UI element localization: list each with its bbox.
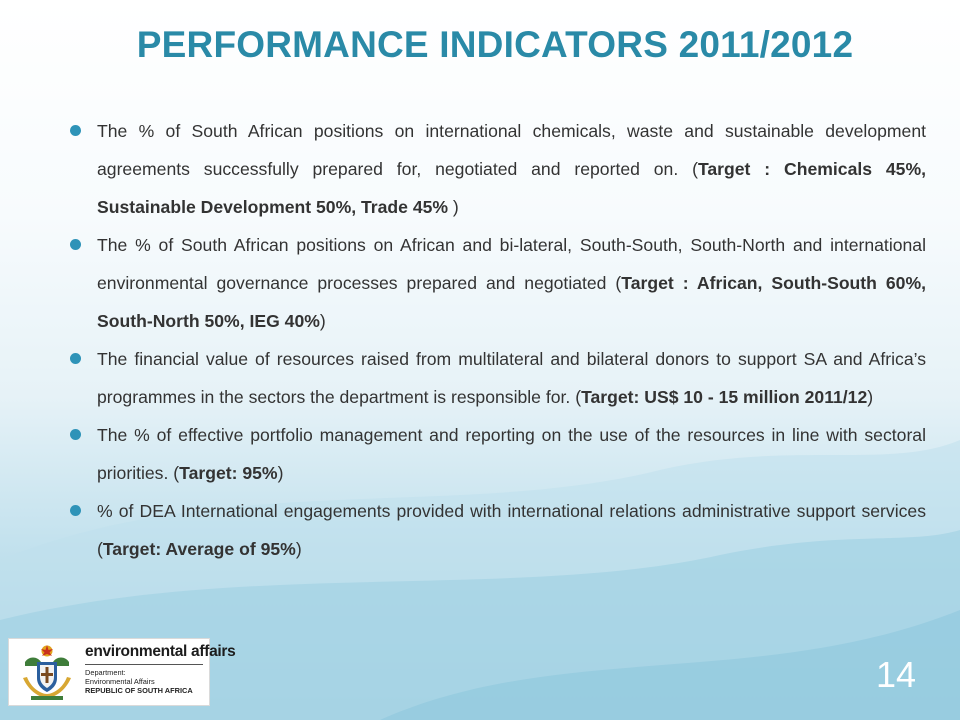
logo-divider: [85, 664, 203, 665]
page-title: PERFORMANCE INDICATORS 2011/2012: [136, 24, 854, 65]
target-text: Target : African, South-South 60%, South…: [97, 273, 926, 331]
list-item: The % of South African positions on Afri…: [64, 226, 926, 340]
list-item: The financial value of resources raised …: [64, 340, 926, 416]
bullet-text: The % of South African positions on Afri…: [97, 235, 926, 331]
target-text: Target: Average of 95%: [102, 539, 296, 559]
slide-number: 14: [875, 654, 917, 695]
target-text: Target : Chemicals 45%, Sustainable Deve…: [97, 159, 926, 217]
logo-department-label: Department:: [85, 668, 126, 677]
bullet-list: The % of South African positions on inte…: [64, 112, 926, 568]
target-text: Target: 95%: [179, 463, 278, 483]
logo-country: REPUBLIC OF SOUTH AFRICA: [85, 686, 193, 695]
logo-name: environmental affairs: [85, 643, 236, 660]
bullet-text: The % of South African positions on inte…: [97, 121, 926, 217]
bullet-icon: [70, 505, 81, 516]
logo-department-name: Environmental Affairs: [85, 677, 155, 686]
list-item: The % of South African positions on inte…: [64, 112, 926, 226]
list-item: The % of effective portfolio management …: [64, 416, 926, 492]
bullet-icon: [70, 353, 81, 364]
bullet-icon: [70, 239, 81, 250]
bullet-text: % of DEA International engagements provi…: [97, 501, 926, 559]
department-logo: environmental affairs Department: Enviro…: [8, 638, 236, 706]
bullet-text: The financial value of resources raised …: [97, 349, 926, 407]
coat-of-arms-icon: [23, 645, 71, 700]
bullet-icon: [70, 429, 81, 440]
target-text: Target: US$ 10 - 15 million 2011/12: [581, 387, 868, 407]
bullet-icon: [70, 125, 81, 136]
list-item: % of DEA International engagements provi…: [64, 492, 926, 568]
bullet-text: The % of effective portfolio management …: [97, 425, 926, 483]
